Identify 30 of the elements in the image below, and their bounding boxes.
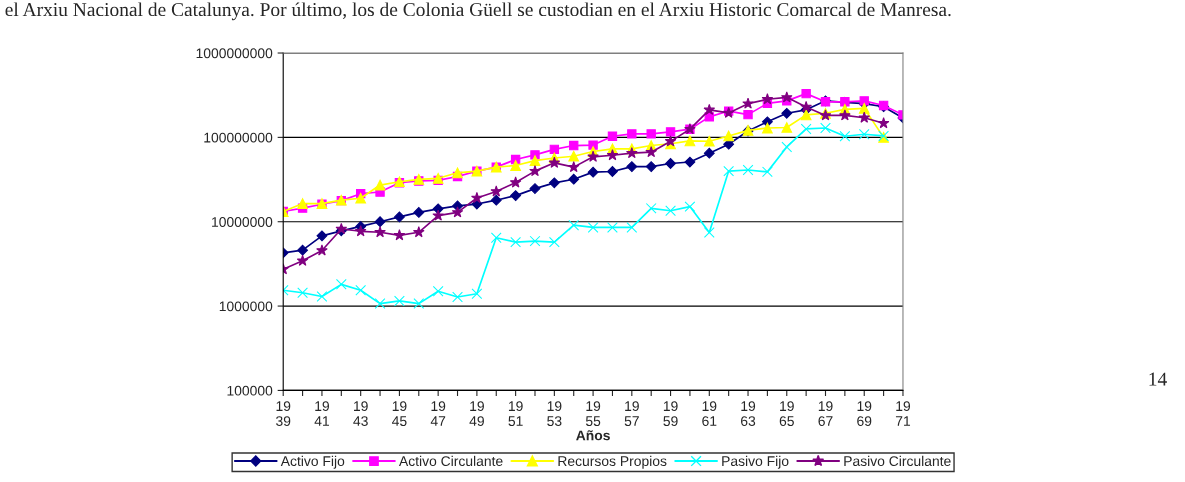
legend-label: Activo Circulante [399,455,503,467]
y-tick-label: 100000 [227,385,273,396]
text: el Arxiu Nacional de Catalunya. Por último, los de Colonia Güell se custodian en el Arxiu Historic Comarcal de Manresa. [5,2,951,21]
x-axis-title: Años [576,430,610,441]
y-tick-label: 100000000 [204,132,273,143]
x-tick-label: 19 65 [779,401,794,426]
x-tick-label: 19 63 [741,401,756,426]
x-tick-label: 19 71 [895,401,911,426]
x-tick-label: 19 59 [663,401,678,426]
legend-label: Activo Fijo [280,455,345,469]
x-tick-label: 19 39 [276,401,291,426]
x-tick-label: 19 49 [469,401,484,426]
legend-label: Recursos Propios [558,455,667,469]
x-tick-label: 19 61 [702,401,717,426]
legend-label: Pasivo Fijo [722,455,789,469]
x-tick-label: 19 53 [547,401,562,426]
legend-label: Pasivo Circulante [844,455,951,467]
x-tick-label: 19 67 [818,401,833,426]
x-tick-label: 19 51 [508,401,523,426]
y-tick-label: 10000000 [212,217,273,227]
x-tick-label: 19 47 [430,401,446,426]
text: 14 [1149,372,1167,386]
y-tick-label: 1000000000 [196,48,273,59]
y-tick-label: 1000000 [219,301,273,312]
x-tick-label: 19 57 [624,401,639,426]
x-tick-label: 19 55 [585,401,601,426]
x-tick-label: 19 41 [314,401,330,426]
x-tick-label: 19 45 [392,401,407,426]
x-tick-label: 19 69 [857,401,872,426]
x-tick-label: 19 43 [353,401,368,426]
